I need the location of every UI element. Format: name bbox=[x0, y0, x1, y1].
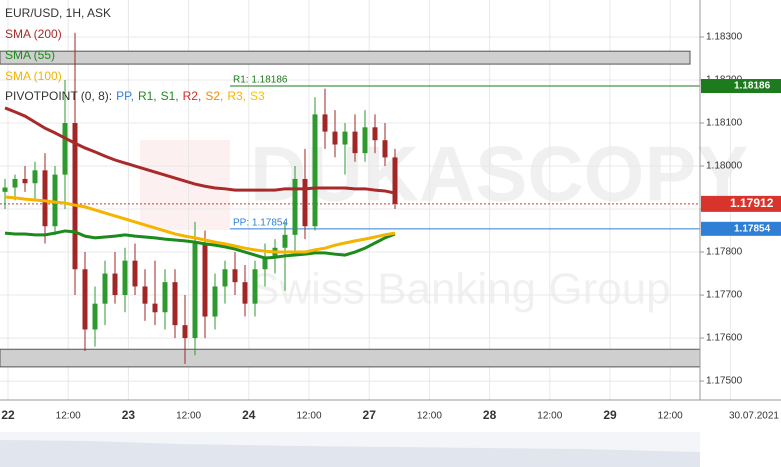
price-tag bbox=[701, 79, 781, 94]
candle-body bbox=[72, 123, 78, 270]
candle-body bbox=[62, 123, 68, 175]
watermark-logo bbox=[140, 140, 230, 230]
candle-body bbox=[232, 269, 238, 283]
x-tick-label: 12:00 bbox=[537, 411, 562, 422]
x-tick-label: 30.07.2021 bbox=[729, 411, 779, 422]
candle-body bbox=[242, 282, 248, 304]
pivot-legend-item: S3 bbox=[250, 89, 265, 103]
candle-body bbox=[32, 170, 38, 184]
candle-body bbox=[312, 114, 318, 227]
price-tag bbox=[701, 221, 781, 236]
candle-body bbox=[262, 256, 268, 270]
candle-body bbox=[382, 140, 388, 158]
candle-body bbox=[112, 273, 118, 296]
sma-line bbox=[4, 195, 396, 254]
candle-body bbox=[252, 269, 258, 304]
sma-line bbox=[4, 106, 396, 195]
pivot-legend: PIVOTPOINT (0, 8): bbox=[5, 89, 112, 103]
candle-body bbox=[52, 174, 58, 227]
candle-body bbox=[362, 127, 368, 154]
x-tick-label: 27 bbox=[363, 408, 377, 422]
legend-entry: SMA (55) bbox=[5, 48, 55, 62]
zone bbox=[0, 50, 691, 65]
candle-body bbox=[42, 170, 48, 227]
x-tick-label: 12:00 bbox=[176, 411, 201, 422]
candle-body bbox=[172, 282, 178, 326]
candle-body bbox=[152, 303, 158, 313]
pivot-legend-item: R3, bbox=[227, 89, 246, 103]
candle-body bbox=[322, 114, 328, 132]
candle-body bbox=[342, 131, 348, 145]
x-tick-label: 12:00 bbox=[56, 411, 81, 422]
pivot-legend-item: S1, bbox=[161, 89, 179, 103]
candle-body bbox=[302, 178, 308, 227]
price-tag bbox=[701, 195, 781, 212]
y-tick-label: 1.17500 bbox=[706, 376, 743, 387]
candle-body bbox=[282, 234, 288, 248]
y-tick-label: 1.18100 bbox=[706, 118, 743, 129]
candle-body bbox=[12, 178, 18, 188]
candle-body bbox=[102, 273, 108, 304]
y-tick-label: 1.18000 bbox=[706, 161, 743, 172]
pivot-label: R1: 1.18186 bbox=[233, 75, 288, 86]
watermark-sub: Swiss Banking Group bbox=[250, 265, 671, 314]
x-tick-label: 22 bbox=[1, 408, 15, 422]
candle-body bbox=[202, 243, 208, 317]
candle-body bbox=[212, 286, 218, 317]
x-tick-label: 12:00 bbox=[417, 411, 442, 422]
pivot-legend-item: R1, bbox=[138, 89, 157, 103]
x-tick-label: 24 bbox=[242, 408, 256, 422]
price-tag-label: 1.17912 bbox=[730, 196, 774, 210]
legend-entry: SMA (200) bbox=[5, 27, 62, 41]
candle-body bbox=[332, 131, 338, 145]
price-tag-label: 1.18186 bbox=[734, 81, 771, 92]
candle-body bbox=[182, 325, 188, 339]
candle-body bbox=[392, 157, 398, 204]
pivot-legend-item: PP, bbox=[116, 89, 134, 103]
candle-body bbox=[82, 269, 88, 330]
candle-body bbox=[22, 178, 28, 184]
navigator-area bbox=[0, 440, 700, 467]
candle-body bbox=[142, 286, 148, 304]
y-tick-label: 1.18300 bbox=[706, 32, 743, 43]
price-tag-label: 1.17854 bbox=[734, 223, 771, 234]
candle-body bbox=[122, 260, 128, 296]
pivot-legend-item: S2, bbox=[205, 89, 223, 103]
pivot-legend-item: R2, bbox=[183, 89, 202, 103]
x-tick-label: 12:00 bbox=[658, 411, 683, 422]
legend-entry: SMA (100) bbox=[5, 69, 62, 83]
y-tick-label: 1.17800 bbox=[706, 247, 743, 258]
candle-body bbox=[92, 303, 98, 330]
candle-body bbox=[292, 178, 298, 235]
y-tick-label: 1.17700 bbox=[706, 290, 743, 301]
zone bbox=[0, 348, 701, 368]
sma-line bbox=[4, 229, 396, 260]
x-tick-label: 12:00 bbox=[296, 411, 321, 422]
x-tick-label: 23 bbox=[122, 408, 136, 422]
chart-title: EUR/USD, 1H, ASK bbox=[5, 6, 111, 20]
candle-body bbox=[2, 187, 8, 192]
pivot-label: PP: 1.17854 bbox=[233, 217, 288, 228]
candle-body bbox=[352, 131, 358, 154]
candle-body bbox=[192, 243, 198, 339]
candle-body bbox=[372, 127, 378, 141]
x-tick-label: 29 bbox=[603, 408, 617, 422]
candle-body bbox=[132, 260, 138, 287]
x-tick-label: 28 bbox=[483, 408, 497, 422]
y-tick-label: 1.17600 bbox=[706, 333, 743, 344]
candle-body bbox=[222, 269, 228, 287]
candle-body bbox=[162, 282, 168, 313]
